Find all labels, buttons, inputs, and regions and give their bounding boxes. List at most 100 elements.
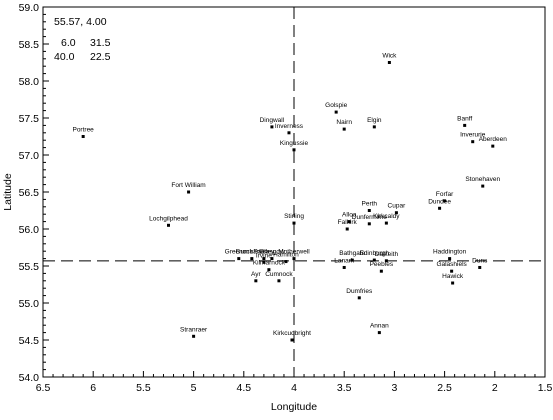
data-point-label: Kirkcaldy	[373, 213, 400, 220]
data-point-label: Duns	[472, 257, 488, 264]
data-point-marker	[451, 281, 455, 285]
x-tick-label: 1.5	[538, 382, 553, 394]
data-point-label: Hawick	[442, 273, 464, 280]
info-box: 55.57, 4.00 6.0 31.5 40.0 22.5	[54, 16, 111, 63]
tick-marks	[42, 6, 546, 378]
data-point-marker	[367, 209, 371, 212]
data-point-marker	[270, 125, 274, 129]
data-point-marker	[287, 131, 291, 135]
data-point-label: Inverurie	[460, 132, 486, 139]
data-point-marker	[372, 258, 376, 262]
data-point-marker	[347, 220, 351, 224]
x-tick-labels: 6.5 6 5.5 5 4.5 4 3.5 3 2.5 2 1.5	[36, 382, 553, 394]
data-point-label: Bathgate	[339, 250, 365, 257]
data-point-label: Elgin	[367, 117, 382, 124]
data-point-marker	[167, 223, 170, 227]
data-point-label: Dingwall	[260, 117, 285, 124]
y-tick-label: 58.0	[19, 76, 40, 88]
data-point-marker	[342, 127, 346, 131]
data-point-label: Perth	[362, 201, 378, 208]
data-point-label: Lochgilphead	[149, 215, 188, 222]
data-point-label: Portree	[72, 127, 94, 134]
data-point-label: Dalkeith	[375, 251, 399, 258]
x-tick-label: 4.5	[236, 382, 251, 394]
x-tick-label: 2.5	[437, 382, 452, 394]
data-point-label: Stranraer	[180, 326, 208, 333]
data-point-marker	[438, 206, 442, 210]
data-point-label: Edinburgh	[359, 250, 389, 257]
data-point-marker	[394, 211, 398, 215]
y-tick-label: 55.0	[19, 298, 40, 310]
y-tick-label: 56.0	[19, 224, 40, 236]
data-point-marker	[443, 199, 447, 203]
data-point-marker	[192, 334, 196, 338]
x-tick-label: 3.5	[337, 382, 352, 394]
data-point-marker	[481, 184, 485, 188]
data-point-marker	[372, 125, 376, 129]
data-point-label: Falkirk	[338, 219, 358, 226]
data-point-marker	[262, 257, 266, 261]
data-point-label: Inverness	[275, 123, 304, 130]
data-point-label: Banff	[457, 115, 472, 122]
data-point-label: Motherwell	[278, 249, 310, 256]
data-point-marker	[450, 269, 454, 273]
data-point-marker	[384, 259, 388, 263]
data-point-label: Kirkcudbright	[273, 330, 311, 337]
data-point-marker	[81, 135, 85, 138]
info-row1-left: 6.0	[61, 37, 76, 49]
data-point-marker	[237, 257, 241, 261]
data-point-label: Paisley	[253, 249, 275, 256]
data-point-label: Wick	[382, 53, 397, 60]
x-tick-label: 3	[391, 382, 397, 394]
y-tick-label: 58.5	[19, 39, 40, 51]
x-tick-label: 6	[90, 382, 96, 394]
data-point-label: Cupar	[388, 203, 407, 210]
info-row2-left: 40.0	[54, 51, 75, 63]
data-point-label: Dunfermline	[352, 214, 387, 221]
data-point-label: Alloa	[342, 212, 357, 219]
y-tick-label: 55.5	[19, 261, 40, 273]
info-coordinate: 55.57, 4.00	[54, 16, 107, 28]
y-tick-label: 54.0	[19, 372, 40, 384]
y-tick-label: 56.5	[19, 187, 40, 199]
data-point-label: Glasgow	[259, 249, 285, 256]
data-point-label: Dumbarton	[236, 249, 269, 256]
data-point-label: Galashiels	[436, 261, 467, 268]
data-point-label: Irvine	[256, 252, 272, 259]
x-tick-label: 5.5	[136, 382, 151, 394]
crosshair	[43, 7, 545, 377]
data-point-label: Greenock	[225, 249, 254, 256]
y-tick-label: 57.5	[19, 113, 40, 125]
data-point-label: Kilmarnock	[253, 260, 286, 267]
data-point-label: Peebles	[370, 261, 394, 268]
data-point-label: Kingussie	[280, 140, 309, 147]
data-point-marker	[290, 338, 294, 342]
y-tick-label: 59.0	[19, 2, 40, 14]
data-point-label: Aberdeen	[479, 136, 508, 143]
data-point-label: Nairn	[336, 119, 352, 126]
data-point-marker	[379, 269, 383, 273]
data-point-marker	[284, 260, 288, 264]
data-point-label: Lanark	[334, 257, 355, 264]
y-tick-labels: 54.0 54.5 55.0 55.5 56.0 56.5 57.0 57.5 58.0 58.5…	[19, 2, 40, 384]
x-tick-label: 6.5	[36, 382, 51, 394]
data-point-marker	[350, 258, 354, 262]
data-point-marker	[254, 279, 258, 283]
x-tick-label: 2	[492, 382, 498, 394]
data-point-marker	[267, 268, 271, 272]
data-point-label: Dumfries	[346, 288, 373, 295]
data-point-marker	[345, 227, 349, 231]
data-point-marker	[292, 257, 296, 261]
data-point-marker	[377, 331, 381, 335]
info-row1-right: 31.5	[90, 37, 111, 49]
data-point-label: Ayr	[251, 271, 261, 278]
data-point-marker	[292, 221, 296, 225]
data-point-marker	[262, 260, 266, 264]
info-row2-right: 22.5	[90, 51, 111, 63]
data-point-label: Stonehaven	[465, 176, 500, 183]
data-point-label: Forfar	[436, 191, 454, 198]
data-point-marker	[384, 221, 388, 225]
data-point-marker	[342, 265, 346, 269]
data-point-marker	[478, 265, 482, 269]
data-point-marker	[471, 140, 475, 144]
